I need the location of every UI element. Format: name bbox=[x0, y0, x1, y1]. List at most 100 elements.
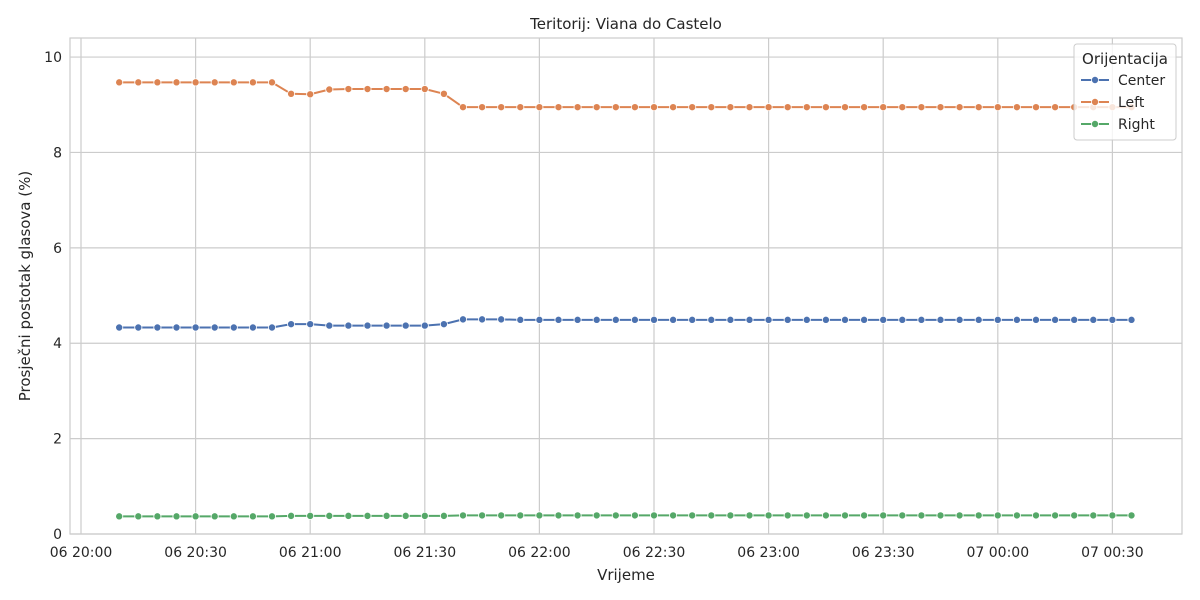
data-point-right bbox=[764, 511, 773, 520]
series-layer bbox=[115, 78, 1136, 521]
data-point-center bbox=[841, 315, 850, 324]
data-point-right bbox=[650, 511, 659, 520]
data-point-center bbox=[1032, 315, 1041, 324]
data-point-left bbox=[478, 103, 487, 112]
data-point-left bbox=[745, 103, 754, 112]
data-point-right bbox=[267, 512, 276, 521]
data-point-right bbox=[669, 511, 678, 520]
x-tick-label: 06 21:00 bbox=[279, 545, 342, 561]
data-point-left bbox=[688, 103, 697, 112]
x-tick-label: 06 23:00 bbox=[737, 545, 800, 561]
data-point-right bbox=[401, 511, 410, 520]
data-point-right bbox=[898, 511, 907, 520]
data-point-left bbox=[134, 78, 143, 87]
x-tick-label: 06 23:30 bbox=[852, 545, 915, 561]
data-point-center bbox=[955, 315, 964, 324]
data-point-right bbox=[783, 511, 792, 520]
data-point-center bbox=[1070, 315, 1079, 324]
y-tick-label: 0 bbox=[53, 527, 62, 543]
data-point-right bbox=[802, 511, 811, 520]
data-point-right bbox=[134, 512, 143, 521]
y-axis-title: Prosječni postotak glasova (%) bbox=[16, 171, 34, 401]
legend-swatch-marker bbox=[1091, 120, 1100, 129]
data-point-right bbox=[439, 511, 448, 520]
data-point-right bbox=[879, 511, 888, 520]
data-point-center bbox=[248, 323, 257, 332]
data-point-right bbox=[363, 511, 372, 520]
data-point-left bbox=[860, 103, 869, 112]
data-point-right bbox=[611, 511, 620, 520]
data-point-right bbox=[1032, 511, 1041, 520]
data-point-right bbox=[745, 511, 754, 520]
data-point-center bbox=[573, 315, 582, 324]
data-point-center bbox=[936, 315, 945, 324]
data-point-left bbox=[936, 103, 945, 112]
data-point-center bbox=[153, 323, 162, 332]
data-point-center bbox=[363, 321, 372, 330]
data-point-left bbox=[630, 103, 639, 112]
legend: Orijentacija Center Left Right bbox=[1073, 43, 1177, 141]
data-point-right bbox=[248, 512, 257, 521]
data-point-left bbox=[592, 103, 601, 112]
data-point-center bbox=[783, 315, 792, 324]
data-point-left bbox=[974, 103, 983, 112]
data-point-left bbox=[764, 103, 773, 112]
y-tick-label: 4 bbox=[53, 336, 62, 352]
data-point-center bbox=[325, 321, 334, 330]
data-point-left bbox=[783, 103, 792, 112]
data-point-left bbox=[115, 78, 124, 87]
data-point-center bbox=[172, 323, 181, 332]
data-point-left bbox=[898, 103, 907, 112]
data-point-right bbox=[420, 511, 429, 520]
data-point-center bbox=[420, 321, 429, 330]
data-point-left bbox=[248, 78, 257, 87]
legend-swatch-marker bbox=[1091, 76, 1100, 85]
data-point-left bbox=[420, 85, 429, 94]
data-point-left bbox=[535, 103, 544, 112]
data-point-center bbox=[1051, 315, 1060, 324]
data-point-left bbox=[917, 103, 926, 112]
x-tick-label: 06 22:30 bbox=[623, 545, 686, 561]
data-point-left bbox=[573, 103, 582, 112]
data-point-right bbox=[1051, 511, 1060, 520]
data-point-center bbox=[1127, 315, 1136, 324]
legend-title: Orijentacija bbox=[1082, 50, 1168, 68]
data-point-left bbox=[669, 103, 678, 112]
data-point-right bbox=[1127, 511, 1136, 520]
data-point-right bbox=[841, 511, 850, 520]
data-point-right bbox=[726, 511, 735, 520]
data-point-center bbox=[669, 315, 678, 324]
data-point-center bbox=[879, 315, 888, 324]
data-point-right bbox=[191, 512, 200, 521]
data-point-right bbox=[592, 511, 601, 520]
x-tick-label: 06 22:00 bbox=[508, 545, 571, 561]
data-point-center bbox=[802, 315, 811, 324]
legend-label: Center bbox=[1118, 73, 1165, 89]
data-point-left bbox=[497, 103, 506, 112]
data-point-right bbox=[573, 511, 582, 520]
data-point-left bbox=[287, 89, 296, 98]
data-point-center bbox=[134, 323, 143, 332]
legend-label: Right bbox=[1118, 117, 1155, 133]
data-point-right bbox=[974, 511, 983, 520]
data-point-right bbox=[497, 511, 506, 520]
y-tick-label: 10 bbox=[44, 50, 62, 66]
data-point-right bbox=[306, 511, 315, 520]
data-point-center bbox=[458, 315, 467, 324]
x-tick-label: 06 20:30 bbox=[164, 545, 227, 561]
data-point-right bbox=[382, 511, 391, 520]
data-point-right bbox=[554, 511, 563, 520]
data-point-left bbox=[382, 85, 391, 94]
data-point-left bbox=[841, 103, 850, 112]
tick-layer: 0 2 4 6 8 10 06 20:00 06 20:30 06 21:00 06 21:30 0… bbox=[44, 50, 1144, 561]
data-point-center bbox=[821, 315, 830, 324]
data-point-center bbox=[707, 315, 716, 324]
x-tick-label: 06 20:00 bbox=[50, 545, 113, 561]
data-point-center bbox=[630, 315, 639, 324]
data-point-right bbox=[229, 512, 238, 521]
data-point-center bbox=[229, 323, 238, 332]
data-point-right bbox=[1070, 511, 1079, 520]
data-point-right bbox=[115, 512, 124, 521]
data-point-right bbox=[458, 511, 467, 520]
